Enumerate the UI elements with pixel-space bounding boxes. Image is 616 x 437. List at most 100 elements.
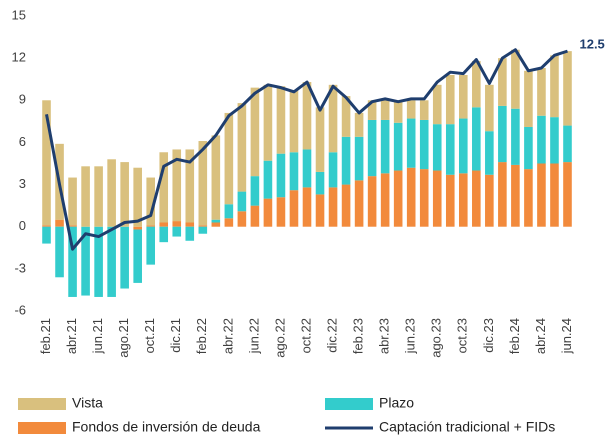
bar-segment — [289, 152, 299, 191]
bar-segment — [289, 90, 299, 153]
bar-segment — [406, 167, 416, 227]
bar-segment — [107, 159, 116, 227]
bar-segment — [458, 173, 468, 227]
bar-segment — [172, 221, 182, 227]
bar-segment — [81, 226, 90, 296]
x-tick-label: oct.23 — [455, 318, 470, 353]
bar-segment — [81, 166, 90, 227]
bar-segment — [341, 136, 351, 185]
bar-segment — [263, 198, 273, 227]
bar-segment — [432, 124, 442, 171]
bar-segment — [458, 75, 468, 119]
bar-segment — [419, 100, 429, 120]
bar-segment — [133, 229, 142, 283]
bar-segment — [250, 205, 260, 227]
y-tick-label: 3 — [19, 176, 26, 191]
bar-segment — [211, 222, 221, 227]
bar-segment — [406, 118, 416, 168]
bar-segment — [146, 177, 156, 226]
x-tick-label: abr.22 — [220, 318, 235, 354]
legend-label: Vista — [72, 395, 103, 411]
bar-segment — [432, 84, 442, 125]
bar-segment — [419, 169, 429, 227]
y-tick-label: 0 — [19, 218, 26, 233]
bar-segment — [511, 108, 520, 165]
legend-swatch — [18, 398, 66, 410]
bar-segment — [563, 51, 572, 126]
bar-segment — [315, 171, 325, 195]
bar-segment — [172, 226, 182, 237]
bar-segment — [185, 149, 195, 223]
legend-label: Plazo — [379, 395, 414, 411]
bar-segment — [406, 100, 416, 119]
x-tick-label: feb.23 — [351, 318, 366, 354]
x-tick-label: ago.22 — [272, 318, 287, 358]
x-tick-label: dic.23 — [481, 318, 496, 353]
bar-segment — [511, 49, 520, 109]
bar-segment — [432, 170, 442, 227]
bar-segment — [237, 103, 247, 192]
bar-segment — [445, 124, 455, 175]
x-tick-label: feb.21 — [38, 318, 53, 354]
end-label: 12.5 — [579, 37, 604, 52]
x-tick-label: abr.23 — [377, 318, 392, 354]
bar-segment — [393, 101, 403, 123]
bar-segment — [393, 122, 403, 171]
bar-segment — [511, 164, 520, 227]
bar-segment — [146, 226, 156, 265]
bar-segment — [498, 58, 507, 106]
bar-segment — [68, 225, 77, 227]
bar-segment — [472, 107, 481, 171]
bar-segment — [393, 170, 403, 227]
bar-segment — [159, 152, 169, 223]
bar-segment — [55, 226, 64, 278]
line-series — [45, 48, 568, 251]
legend-swatch — [325, 398, 373, 410]
bar-segment — [498, 162, 507, 227]
bar-segment — [42, 226, 51, 244]
bar-segment — [563, 162, 572, 227]
bar-segment — [341, 96, 351, 137]
bar-segment — [537, 67, 546, 116]
x-tick-label: abr.21 — [64, 318, 79, 354]
bar-segment — [159, 226, 169, 243]
bar-segment — [224, 112, 234, 205]
bar-segment — [289, 190, 299, 227]
bar-segment — [302, 149, 312, 188]
y-tick-label: -6 — [14, 302, 26, 317]
bar-segment — [524, 70, 533, 127]
y-tick-label: 9 — [19, 92, 26, 107]
bar-segment — [354, 112, 364, 137]
bar-segment — [42, 225, 51, 227]
bar-segment — [107, 226, 116, 297]
bar-segment — [211, 135, 221, 220]
x-tick-label: feb.22 — [194, 318, 209, 354]
bar-segment — [94, 226, 103, 297]
x-tick-label: jun.23 — [403, 318, 418, 354]
x-tick-label: jun.21 — [90, 318, 105, 354]
bar-segment — [485, 174, 494, 227]
bar-segment — [563, 125, 572, 163]
bar-segment — [445, 75, 455, 125]
bar-segment — [133, 226, 142, 230]
y-tick-label: 15 — [12, 7, 26, 22]
bar-segment — [419, 119, 429, 170]
bar-segment — [185, 222, 195, 227]
bar-segment — [42, 100, 51, 226]
bar-segment — [328, 152, 338, 188]
bar-segment — [472, 60, 481, 108]
y-tick-label: 6 — [19, 134, 26, 149]
bar-segment — [485, 131, 494, 175]
bar-segment — [302, 187, 312, 227]
x-tick-label: ago.21 — [116, 318, 131, 358]
bar-segment — [211, 219, 221, 223]
bar-segment — [120, 162, 129, 227]
bar-segment — [250, 176, 260, 206]
bar-segment — [328, 84, 338, 153]
bar-segment — [485, 84, 494, 132]
bar-segment — [380, 173, 390, 227]
bar-segment — [537, 163, 546, 227]
legend-label: Captación tradicional + FIDs — [379, 419, 555, 435]
bar-segment — [237, 191, 247, 212]
